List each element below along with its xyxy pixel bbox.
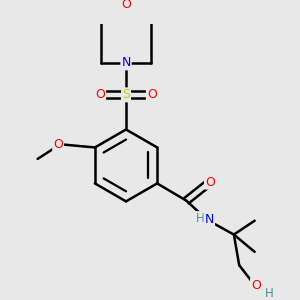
- Text: S: S: [122, 88, 130, 101]
- Text: O: O: [53, 138, 63, 151]
- Text: O: O: [147, 88, 157, 101]
- Text: H: H: [196, 212, 205, 225]
- Text: N: N: [121, 56, 131, 69]
- Text: O: O: [121, 0, 131, 11]
- Text: O: O: [251, 279, 261, 292]
- Text: N: N: [205, 213, 214, 226]
- Text: O: O: [95, 88, 105, 101]
- Text: H: H: [265, 286, 274, 300]
- Text: O: O: [205, 176, 215, 189]
